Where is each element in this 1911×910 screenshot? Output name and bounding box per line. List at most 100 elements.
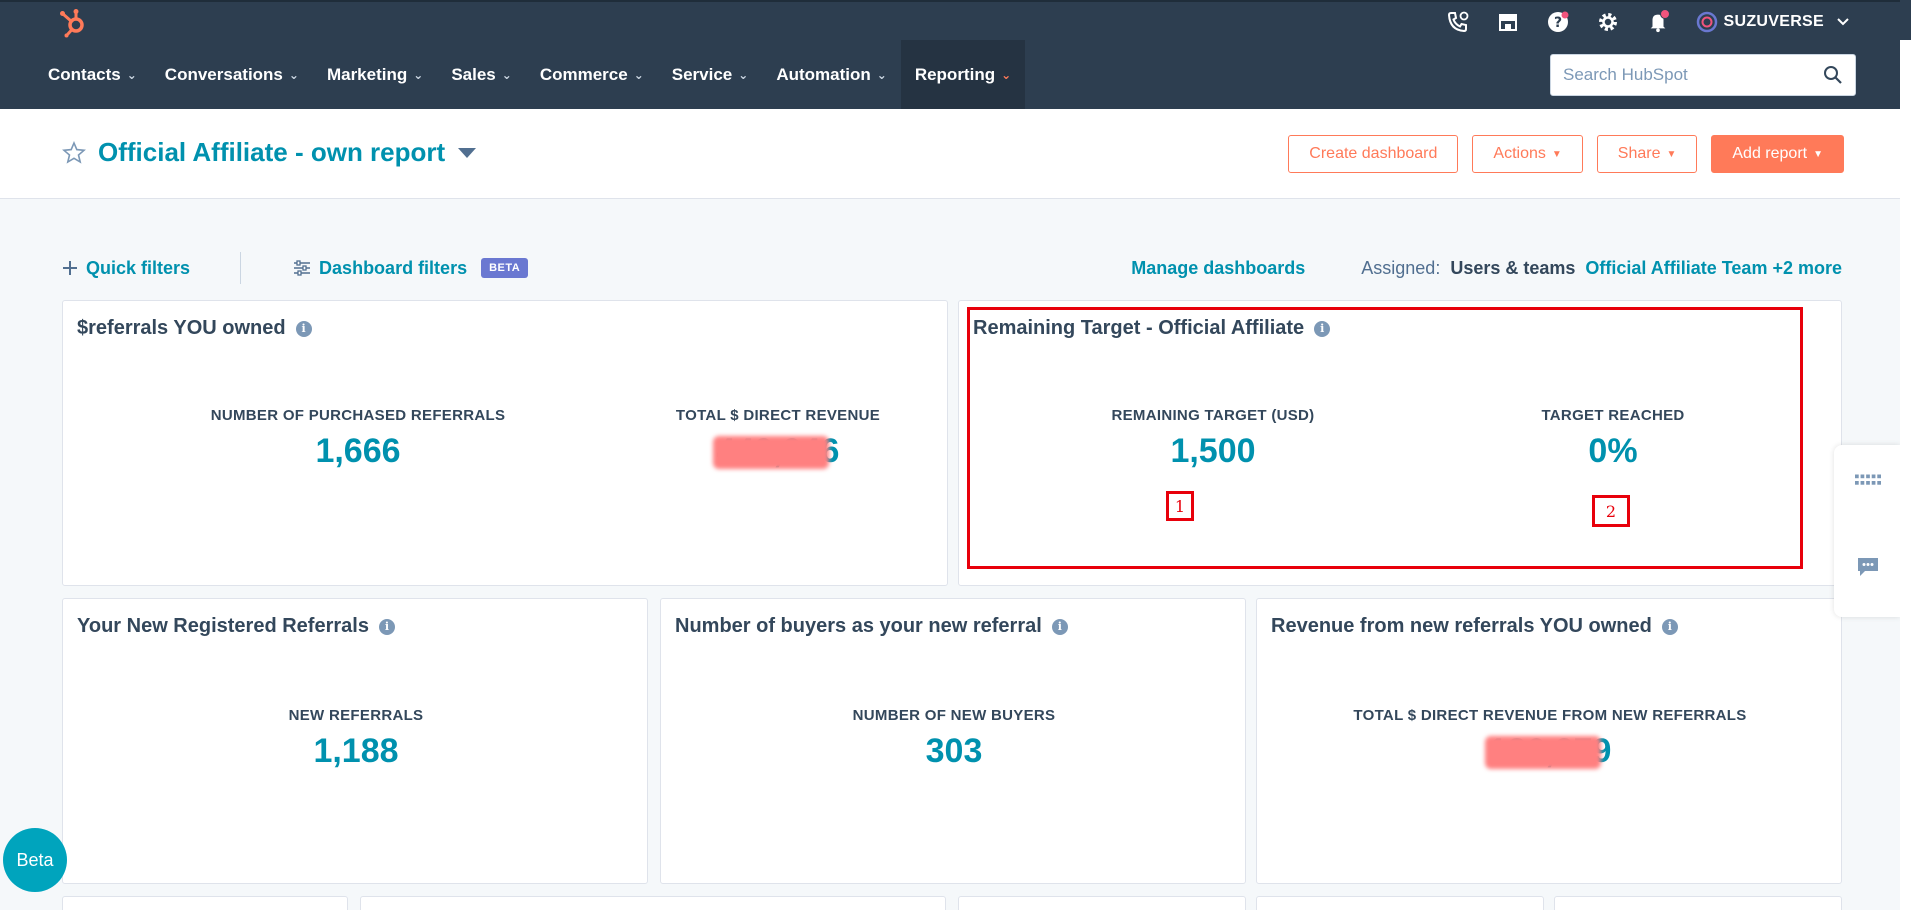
beta-feedback-button[interactable]: Beta (3, 828, 67, 892)
nav-label: Contacts (48, 64, 121, 84)
metric-label: NEW REFERRALS (288, 707, 424, 724)
notification-badge (1659, 9, 1670, 19)
report-card-partial (1256, 896, 1544, 910)
assigned-value: Users & teams (1450, 257, 1576, 278)
report-card-partial (360, 896, 946, 910)
caret-down-icon: ▼ (1551, 148, 1562, 160)
card-title[interactable]: Revenue from new referrals YOU owned i (1271, 615, 1678, 638)
assigned-team-link[interactable]: Official Affiliate Team +2 more (1585, 257, 1842, 278)
filters-bar: Quick filters Dashboard filters BETA Man… (62, 250, 1842, 286)
metric-value-redacted[interactable]: 449,946 (716, 432, 840, 470)
card-title[interactable]: Your New Registered Referrals i (77, 615, 395, 638)
annotation-marker-2: 2 (1592, 495, 1630, 527)
nav-item-contacts[interactable]: Contacts ⌄ (34, 40, 151, 109)
info-icon[interactable]: i (1314, 320, 1331, 337)
chevron-down-icon: ⌄ (633, 67, 644, 82)
caret-down-icon: ▼ (1666, 148, 1677, 160)
report-card-referrals-owned: $referrals YOU owned i NUMBER OF PURCHASE… (62, 300, 948, 586)
annotation-highlight-box (967, 307, 1803, 569)
metric-value[interactable]: 1,188 (313, 732, 399, 770)
report-card-new-revenue: Revenue from new referrals YOU owned i TO… (1256, 598, 1842, 884)
caret-down-icon: ▼ (1813, 148, 1823, 160)
window-edge (1900, 40, 1911, 910)
search-icon[interactable] (1823, 65, 1843, 85)
window-edge (1900, 0, 1911, 40)
chevron-down-icon: ⌄ (1001, 67, 1012, 82)
card-title-text: Number of buyers as your new referral (675, 615, 1042, 637)
nav-item-marketing[interactable]: Marketing ⌄ (313, 40, 437, 109)
metric-new-buyers: NUMBER OF NEW BUYERS 303 (661, 707, 1247, 771)
metric-value[interactable]: 1,666 (315, 432, 401, 470)
chevron-down-icon (1837, 18, 1849, 26)
search-input[interactable] (1563, 65, 1823, 85)
notifications-icon[interactable] (1646, 9, 1670, 34)
dashboard-filters-button[interactable]: Dashboard filters BETA (293, 257, 529, 279)
button-label: Share (1617, 145, 1661, 162)
nav-label: Automation (776, 64, 871, 84)
page-title[interactable]: Official Affiliate - own report (98, 137, 446, 167)
metric-purchased-referrals: NUMBER OF PURCHASED REFERRALS 1,666 (153, 407, 563, 471)
chat-icon[interactable] (1855, 557, 1881, 577)
chevron-down-icon: ⌄ (288, 67, 299, 82)
card-title[interactable]: Remaining Target - Official Affiliate i (973, 317, 1331, 340)
manage-dashboards-link[interactable]: Manage dashboards (1131, 257, 1306, 278)
help-icon[interactable]: ? (1546, 10, 1570, 34)
metric-direct-revenue: TOTAL $ DIRECT REVENUE 449,946 (573, 407, 983, 471)
top-bar: ? SUZUVERSE (0, 0, 1900, 40)
report-card-partial (958, 896, 1246, 910)
actions-button[interactable]: Actions ▼ (1472, 135, 1583, 173)
metric-new-referral-revenue: TOTAL $ DIRECT REVENUE FROM NEW REFERRAL… (1257, 707, 1843, 771)
card-title[interactable]: Number of buyers as your new referral i (675, 615, 1068, 638)
create-dashboard-button[interactable]: Create dashboard (1288, 135, 1459, 173)
metric-new-referrals: NEW REFERRALS 1,188 (63, 707, 649, 771)
chevron-down-icon: ⌄ (876, 67, 887, 82)
nav-item-service[interactable]: Service ⌄ (658, 40, 763, 109)
calling-icon[interactable] (1446, 10, 1470, 34)
info-icon[interactable]: i (378, 618, 395, 635)
dashboard-header: Official Affiliate - own report Create d… (0, 109, 1900, 199)
favorite-star-icon[interactable] (62, 140, 86, 165)
metric-value[interactable]: 1,500 (1170, 432, 1256, 470)
info-icon[interactable]: i (295, 320, 312, 337)
report-card-partial (62, 896, 348, 910)
marketplace-icon[interactable] (1496, 10, 1520, 34)
annotation-marker-1: 1 (1166, 491, 1194, 521)
card-title[interactable]: $referrals YOU owned i (77, 317, 312, 340)
hubspot-logo-icon[interactable] (58, 8, 88, 38)
account-menu[interactable]: SUZUVERSE (1696, 11, 1851, 33)
assigned-label: Assigned: (1361, 257, 1441, 278)
card-title-text: Your New Registered Referrals (77, 615, 369, 637)
nav-item-commerce[interactable]: Commerce ⌄ (526, 40, 658, 109)
nav-label: Service (671, 64, 733, 84)
nav-item-reporting[interactable]: Reporting ⌄ (900, 40, 1026, 109)
dashboard-switcher-caret-icon[interactable] (457, 146, 477, 160)
nav-label: Conversations (164, 64, 283, 84)
nav-item-conversations[interactable]: Conversations ⌄ (151, 40, 313, 109)
info-icon[interactable]: i (1051, 618, 1068, 635)
keyboard-shortcuts-icon[interactable] (1855, 471, 1881, 491)
share-button[interactable]: Share ▼ (1596, 135, 1698, 173)
nav-label: Sales (451, 64, 496, 84)
card-title-text: Remaining Target - Official Affiliate (973, 317, 1305, 339)
button-label: Add report (1732, 145, 1808, 162)
metric-label: REMAINING TARGET (USD) (1111, 407, 1315, 424)
settings-icon[interactable] (1596, 10, 1620, 34)
report-card-partial (1554, 896, 1842, 910)
dashboard-filters-label: Dashboard filters (319, 257, 468, 278)
nav-item-sales[interactable]: Sales ⌄ (437, 40, 526, 109)
add-report-button[interactable]: Add report ▼ (1711, 135, 1844, 173)
nav-label: Marketing (326, 64, 408, 84)
button-label: Actions (1493, 145, 1546, 162)
svg-text:?: ? (1553, 15, 1561, 31)
plus-icon (63, 261, 77, 275)
info-icon[interactable]: i (1661, 618, 1678, 635)
metric-remaining-target: REMAINING TARGET (USD) 1,500 (959, 407, 1467, 471)
metric-value-redacted[interactable]: 186,279 (1488, 732, 1612, 770)
card-title-text: Revenue from new referrals YOU owned (1271, 615, 1652, 637)
search-box (1550, 54, 1856, 96)
nav-label: Commerce (539, 64, 628, 84)
quick-filters-button[interactable]: Quick filters (62, 258, 190, 279)
nav-item-automation[interactable]: Automation ⌄ (762, 40, 901, 109)
metric-value[interactable]: 303 (925, 732, 983, 770)
metric-value[interactable]: 0% (1588, 432, 1638, 470)
